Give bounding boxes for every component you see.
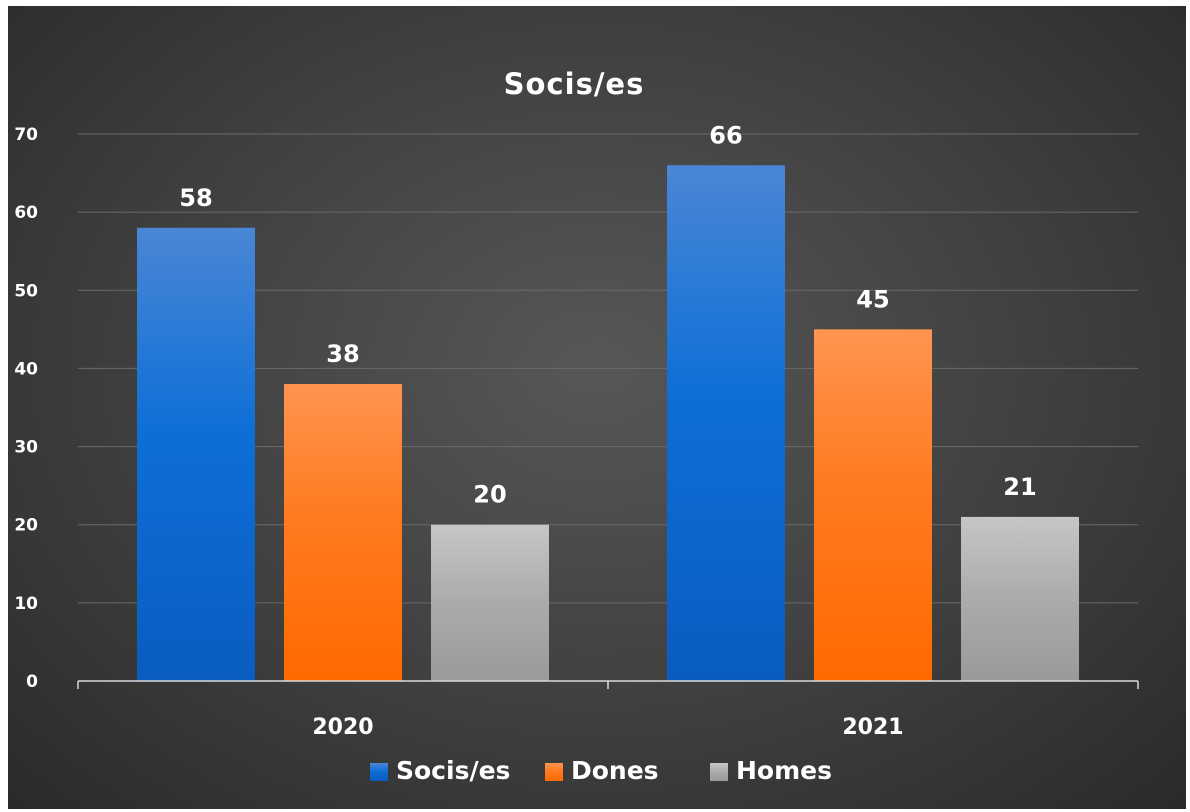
data-label: 66 (709, 121, 742, 149)
legend-swatch-dones (545, 763, 563, 781)
bar-chart: Socis/es 0 10 20 30 40 50 60 70 58 38 20 66 45 21 20… (14, 67, 1139, 785)
data-label: 58 (179, 184, 212, 212)
y-tick-label: 20 (14, 516, 38, 536)
bar-homes-2020 (431, 524, 549, 681)
chart-frame: Socis/es 0 10 20 30 40 50 60 70 58 38 20 66 45 21 20… (8, 6, 1186, 809)
data-label: 38 (326, 340, 359, 368)
y-tick-label: 50 (14, 281, 38, 301)
x-category-label: 2020 (312, 715, 373, 740)
y-tick-label: 60 (14, 203, 38, 223)
data-label: 45 (856, 285, 889, 313)
bar-socis-es-2020 (137, 227, 255, 681)
legend-label: Homes (736, 756, 832, 785)
y-tick-label: 0 (26, 672, 38, 692)
y-tick-label: 30 (14, 438, 38, 458)
data-label: 20 (473, 481, 506, 509)
data-labels: 58 38 20 66 45 21 (179, 121, 1036, 508)
x-axis (77, 680, 1139, 689)
y-axis-ticks: 0 10 20 30 40 50 60 70 (14, 125, 38, 692)
bar-dones-2021 (814, 329, 932, 681)
bar-dones-2020 (284, 384, 402, 681)
y-tick-label: 70 (14, 125, 38, 145)
bar-socis-es-2021 (667, 165, 785, 681)
legend: Socis/es Dones Homes (370, 756, 832, 785)
data-label: 21 (1003, 473, 1036, 501)
bar-homes-2021 (961, 516, 1079, 681)
legend-label: Dones (571, 756, 659, 785)
bars (137, 165, 1079, 681)
chart-title: Socis/es (504, 67, 645, 101)
legend-swatch-socis-es (370, 763, 388, 781)
legend-label: Socis/es (396, 756, 510, 785)
legend-swatch-homes (710, 763, 728, 781)
y-tick-label: 40 (14, 359, 38, 379)
x-axis-categories: 2020 2021 (312, 715, 903, 740)
y-tick-label: 10 (14, 594, 38, 614)
x-category-label: 2021 (842, 715, 903, 740)
